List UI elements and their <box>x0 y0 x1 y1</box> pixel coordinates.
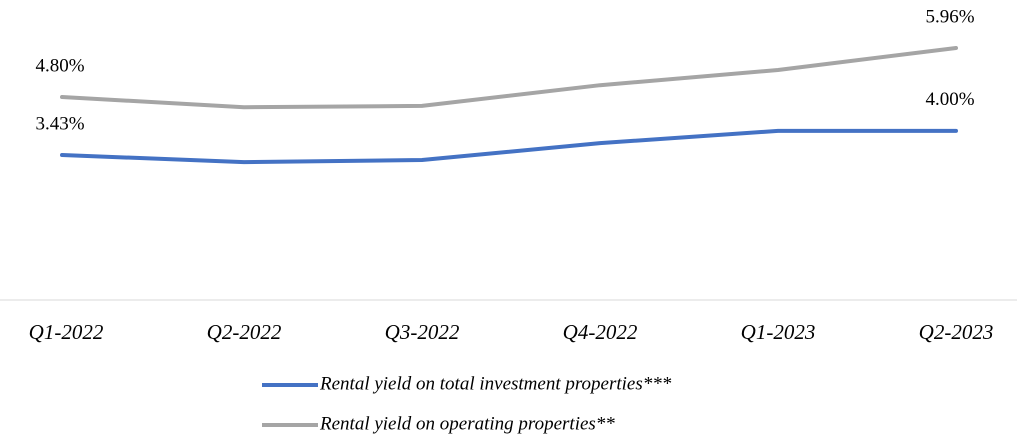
legend-label: Rental yield on total investment propert… <box>319 373 672 394</box>
x-tick-label: Q4-2022 <box>563 320 638 344</box>
x-tick-label: Q2-2023 <box>919 320 994 344</box>
data-label: 4.00% <box>925 89 974 110</box>
x-tick-label: Q1-2023 <box>741 320 816 344</box>
x-tick-label: Q1-2022 <box>29 320 104 344</box>
data-label: 5.96% <box>925 6 974 27</box>
series-line <box>60 128 958 165</box>
series-line <box>60 46 958 110</box>
data-label: 3.43% <box>35 113 84 134</box>
legend-label: Rental yield on operating properties** <box>319 413 615 434</box>
x-tick-label: Q3-2022 <box>385 320 460 344</box>
data-label: 4.80% <box>35 55 84 76</box>
x-tick-label: Q2-2022 <box>207 320 282 344</box>
